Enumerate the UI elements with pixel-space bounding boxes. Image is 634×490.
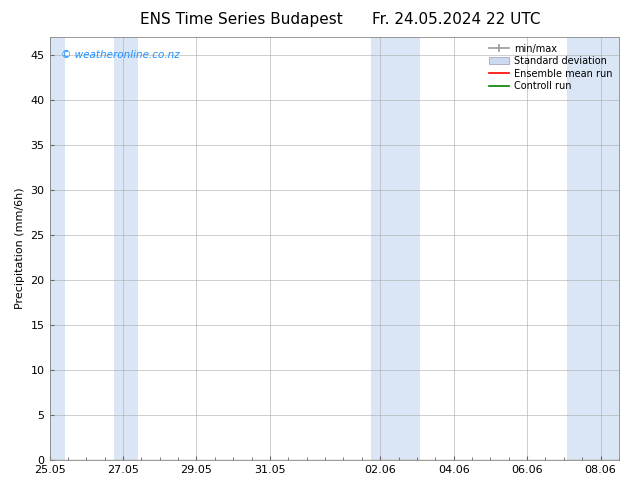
Bar — [371, 37, 396, 460]
Y-axis label: Precipitation (mm/6h): Precipitation (mm/6h) — [15, 188, 25, 309]
Text: Fr. 24.05.2024 22 UTC: Fr. 24.05.2024 22 UTC — [372, 12, 541, 27]
Bar — [49, 37, 65, 460]
Bar — [396, 37, 420, 460]
Text: ENS Time Series Budapest: ENS Time Series Budapest — [139, 12, 342, 27]
Bar — [567, 37, 619, 460]
Legend: min/max, Standard deviation, Ensemble mean run, Controll run: min/max, Standard deviation, Ensemble me… — [488, 42, 614, 93]
Text: © weatheronline.co.nz: © weatheronline.co.nz — [61, 50, 179, 60]
Bar — [114, 37, 138, 460]
